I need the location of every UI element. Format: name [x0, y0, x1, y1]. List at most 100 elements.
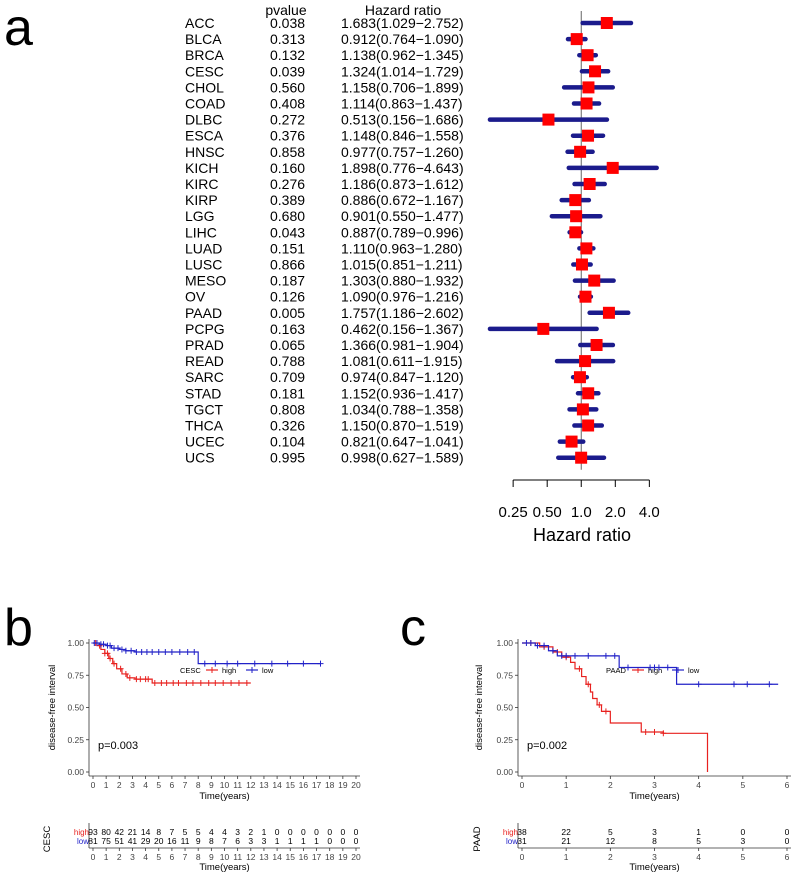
- cancer-label: SARC: [185, 369, 224, 385]
- pvalue-value: 0.788: [270, 353, 305, 369]
- pvalue-value: 0.376: [270, 128, 305, 144]
- censor-mark-low: [300, 660, 307, 667]
- hr-point: [602, 306, 615, 319]
- risk-count: 5: [196, 827, 201, 837]
- censor-mark-low: [191, 649, 198, 656]
- risk-count: 21: [128, 827, 138, 837]
- risk-count: 5: [696, 836, 701, 846]
- risk-table-tick-label: 19: [338, 852, 348, 862]
- hazard-ratio-text: 1.303(0.880−1.932): [341, 273, 464, 289]
- hazard-ratio-text: 1.152(0.936−1.417): [341, 385, 464, 401]
- censor-mark-low: [212, 660, 219, 667]
- risk-table-tick-label: 12: [246, 852, 256, 862]
- risk-count: 1: [275, 836, 280, 846]
- risk-table-tick-label: 7: [183, 852, 188, 862]
- hazard-ratio-text: 1.366(0.981−1.904): [341, 337, 464, 353]
- x-tick-label: 2: [117, 780, 122, 790]
- hr-point: [575, 451, 588, 464]
- risk-count: 7: [222, 836, 227, 846]
- x-tick-label: 2.0: [605, 504, 626, 521]
- censor-mark-high: [212, 679, 219, 686]
- x-tick-label: 19: [338, 780, 348, 790]
- pvalue-value: 0.866: [270, 257, 305, 273]
- risk-group-label-low: low: [506, 837, 518, 846]
- censor-mark-low: [128, 647, 135, 654]
- hr-point: [570, 33, 583, 46]
- censor-mark-low: [201, 660, 208, 667]
- risk-table-tick-label: 17: [312, 852, 322, 862]
- x-tick-label: 10: [220, 780, 230, 790]
- cancer-label: PAAD: [185, 305, 222, 321]
- censor-mark-high: [111, 660, 118, 667]
- y-axis-title: disease-free interval: [474, 665, 485, 751]
- censor-mark-low: [162, 649, 169, 656]
- censor-mark-high: [107, 655, 114, 662]
- censor-mark-low: [118, 646, 125, 653]
- risk-count: 0: [354, 827, 359, 837]
- risk-count: 0: [340, 827, 345, 837]
- censor-mark-low: [549, 647, 556, 654]
- pvalue-value: 0.187: [270, 273, 305, 289]
- x-tick-label: 13: [259, 780, 269, 790]
- cancer-label: ESCA: [185, 128, 224, 144]
- censor-mark-low: [184, 649, 191, 656]
- censor-mark-low: [138, 649, 145, 656]
- hr-point: [590, 339, 603, 351]
- hr-point: [537, 322, 550, 335]
- x-axis-title: Hazard ratio: [533, 525, 631, 545]
- censor-mark-high: [642, 729, 649, 736]
- risk-count: 11: [181, 836, 190, 846]
- risk-table-tick-label: 0: [520, 852, 525, 862]
- y-tick-label: 0.00: [67, 767, 84, 777]
- censor-mark-high: [596, 701, 603, 708]
- risk-table-tick-label: 16: [299, 852, 309, 862]
- x-tick-label: 1.0: [571, 504, 592, 521]
- cancer-label: CHOL: [185, 79, 224, 95]
- censor-mark-low: [155, 649, 162, 656]
- cancer-label: UCS: [185, 450, 215, 466]
- pvalue-value: 0.680: [270, 208, 305, 224]
- pvalue-value: 0.163: [270, 321, 305, 337]
- x-tick-label: 17: [312, 780, 322, 790]
- hr-point: [581, 49, 594, 62]
- hr-point: [606, 161, 619, 174]
- censor-mark-low: [534, 642, 541, 649]
- censor-mark-low: [268, 660, 275, 667]
- censor-mark-high: [126, 674, 133, 681]
- cancer-label: LUSC: [185, 257, 222, 273]
- y-tick-label: 0.50: [496, 703, 513, 713]
- x-axis-title: Time(years): [199, 791, 249, 802]
- cancer-label: THCA: [185, 418, 224, 434]
- censor-mark-low: [143, 649, 150, 656]
- cancer-label: OV: [185, 289, 206, 305]
- risk-count: 1: [696, 827, 701, 837]
- x-tick-label: 2: [608, 780, 613, 790]
- hazard-ratio-text: 1.034(0.788−1.358): [341, 401, 464, 417]
- censor-mark-high: [651, 729, 658, 736]
- cancer-label: LUAD: [185, 240, 222, 256]
- hazard-ratio-text: 0.912(0.764−1.090): [341, 31, 464, 47]
- risk-table-tick-label: 5: [156, 852, 161, 862]
- x-tick-label: 20: [351, 780, 361, 790]
- censor-mark-low: [107, 642, 114, 649]
- y-axis-title: disease-free interval: [47, 665, 58, 751]
- risk-count: 16: [167, 836, 177, 846]
- censor-mark-low: [284, 660, 291, 667]
- risk-count: 93: [88, 827, 98, 837]
- censor-mark-high: [151, 679, 158, 686]
- risk-count: 41: [128, 836, 138, 846]
- legend-label-high: high: [648, 666, 662, 675]
- risk-table-tick-label: 5: [740, 852, 745, 862]
- risk-count: 14: [141, 827, 151, 837]
- pvalue-header: pvalue: [265, 2, 306, 18]
- legend-label-high: high: [222, 666, 236, 675]
- pvalue-value: 0.276: [270, 176, 305, 192]
- hr-point: [579, 290, 592, 303]
- y-tick-label: 1.00: [496, 638, 513, 648]
- cancer-label: CESC: [185, 63, 224, 79]
- cancer-label: BLCA: [185, 31, 222, 47]
- cancer-label: KICH: [185, 160, 218, 176]
- cancer-label: LIHC: [185, 224, 217, 240]
- risk-table-tick-label: 4: [143, 852, 148, 862]
- censor-mark-low: [168, 649, 175, 656]
